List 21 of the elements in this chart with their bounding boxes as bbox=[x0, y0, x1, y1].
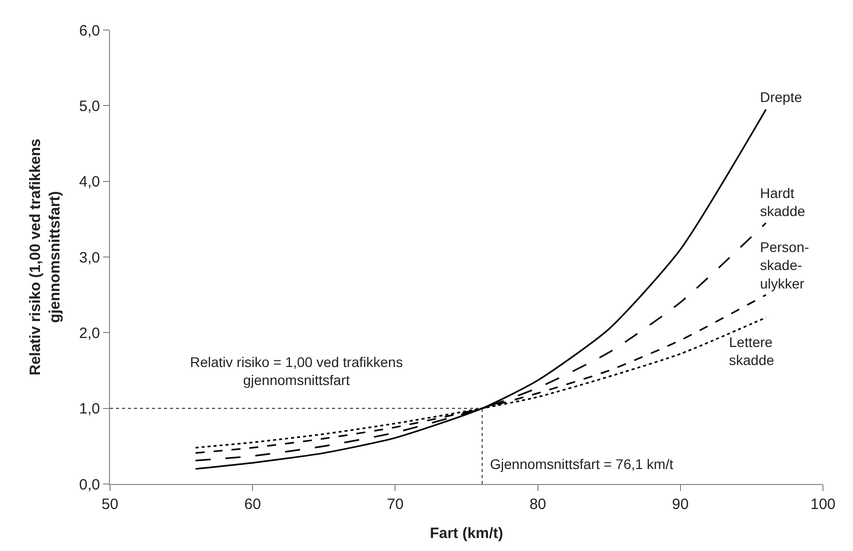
x-axis-title: Fart (km/t) bbox=[430, 525, 504, 542]
x-tick-label: 80 bbox=[529, 496, 546, 513]
y-axis-title: Relativ risiko (1,00 ved trafikkens gjennomsnittsfart) bbox=[26, 138, 64, 376]
series-label: Person- skade- ulykker bbox=[760, 239, 810, 292]
series-label: Drepte bbox=[760, 89, 802, 105]
y-tick-label: 4,0 bbox=[79, 174, 100, 191]
x-tick-label: 50 bbox=[102, 496, 118, 513]
x-tick-label: 90 bbox=[672, 496, 689, 513]
y-tick-label: 2,0 bbox=[79, 324, 100, 342]
y-tick-label: 5,0 bbox=[79, 98, 100, 115]
y-tick-label: 3,0 bbox=[79, 249, 100, 266]
y-tick-label: 6,0 bbox=[79, 22, 100, 40]
y-tick-label: 1,0 bbox=[79, 400, 100, 418]
x-tick-label: 60 bbox=[244, 496, 261, 513]
series-label: Lettere skadde bbox=[729, 334, 774, 368]
x-tick-label: 100 bbox=[810, 496, 836, 513]
x-tick-label: 70 bbox=[386, 496, 404, 513]
ref-line-label: Gjennomsnittsfart = 76,1 km/t bbox=[490, 456, 674, 472]
ref-line-label: Relativ risiko = 1,00 ved trafikkens gjennomsnittsfart bbox=[190, 354, 403, 388]
series-label: Hardt skadde bbox=[760, 185, 806, 220]
y-tick-label: 0,0 bbox=[79, 476, 100, 494]
